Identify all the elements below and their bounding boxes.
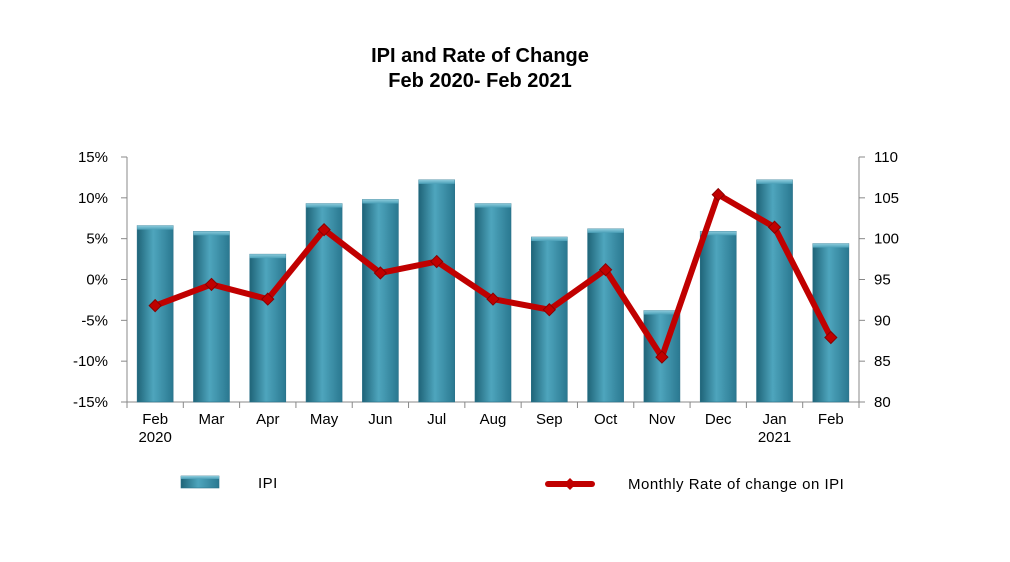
ipi-bar xyxy=(193,231,230,403)
left-axis-tick-label: -10% xyxy=(73,353,108,370)
rate-point xyxy=(429,254,444,269)
rate-point xyxy=(655,350,669,364)
legend-ipi-swatch-cap xyxy=(181,476,219,479)
x-axis-tick-label: Jan xyxy=(762,411,786,428)
right-axis-tick-label: 90 xyxy=(874,312,891,329)
left-axis-tick-label: 15% xyxy=(78,149,108,166)
x-axis-tick-label: Feb xyxy=(142,411,168,428)
ipi-bar xyxy=(531,236,568,403)
x-axis-tick-label: Sep xyxy=(536,411,563,428)
ipi-bar-cap xyxy=(756,179,793,184)
x-axis-tick-label: Dec xyxy=(705,411,732,428)
rate-point xyxy=(542,303,557,317)
right-axis-tick-label: 100 xyxy=(874,231,899,248)
right-axis-tick-label: 85 xyxy=(874,353,891,370)
ipi-bar-cap xyxy=(362,199,399,204)
left-axis-tick-label: -15% xyxy=(73,394,108,411)
rate-point xyxy=(767,220,782,234)
ipi-bar xyxy=(699,231,737,403)
legend-rate-label: Monthly Rate of change on IPI xyxy=(628,476,844,493)
rate-point xyxy=(598,262,613,277)
ipi-bar-cap xyxy=(812,243,849,248)
rate-point xyxy=(148,298,162,313)
ipi-bar-cap xyxy=(475,203,511,208)
rate-point xyxy=(486,292,500,306)
x-axis-tick-label: Feb xyxy=(818,411,844,428)
x-axis-tick-label-year: 2021 xyxy=(758,429,791,446)
ipi-bar xyxy=(362,199,399,403)
legend: IPI Monthly Rate of change on IPI xyxy=(180,475,844,493)
ipi-bar xyxy=(756,179,793,403)
right-axis-tick-label: 95 xyxy=(874,272,891,289)
x-axis-tick-label: May xyxy=(310,411,339,428)
rate-line xyxy=(148,187,838,364)
axis-labels: 15% 10% 5% 0% -5% -10% -15% 110 105 100 95 90 85 80 Fe… xyxy=(73,149,899,446)
rate-point xyxy=(711,187,725,202)
ipi-bar-cap xyxy=(306,203,343,208)
ipi-bar-cap xyxy=(193,231,230,236)
ipi-bar-cap xyxy=(249,254,286,259)
x-axis-tick-label: Jun xyxy=(368,411,392,428)
left-axis-tick-label: 0% xyxy=(86,272,108,289)
left-axis-tick-label: 5% xyxy=(86,231,108,248)
ipi-bar-cap xyxy=(700,231,737,236)
legend-rate-marker xyxy=(564,478,576,490)
ipi-bar-cap xyxy=(418,179,455,184)
x-axis-tick-label: Aug xyxy=(480,411,507,428)
ipi-bar xyxy=(587,228,624,403)
ipi-bar-cap xyxy=(587,228,624,233)
rate-point xyxy=(824,330,838,345)
left-axis-tick-label: 10% xyxy=(78,190,108,207)
x-axis-tick-label-year: 2020 xyxy=(138,429,171,446)
legend-ipi-label: IPI xyxy=(258,475,278,492)
ipi-bar xyxy=(136,225,174,403)
rate-point xyxy=(204,277,219,292)
ipi-bar xyxy=(812,243,850,403)
ipi-bar xyxy=(249,253,287,403)
x-axis-tick-label: Jul xyxy=(427,411,446,428)
right-axis-tick-label: 105 xyxy=(874,190,899,207)
ipi-bar-cap xyxy=(137,225,174,230)
right-axis-tick-label: 110 xyxy=(874,149,898,166)
chart-title-line2: Feb 2020- Feb 2021 xyxy=(388,70,572,92)
chart-title-line1: IPI and Rate of Change xyxy=(371,45,589,67)
left-axis-tick-label: -5% xyxy=(81,312,108,329)
rate-point xyxy=(317,222,331,237)
chart-title: IPI and Rate of Change Feb 2020- Feb 202… xyxy=(0,44,960,94)
rate-point xyxy=(373,266,388,280)
ipi-bar xyxy=(418,179,455,403)
x-axis-tick-label: Mar xyxy=(199,411,225,428)
x-axis-tick-label: Oct xyxy=(594,411,618,428)
ipi-bar-cap xyxy=(531,237,568,242)
ipi-bar-cap xyxy=(643,310,680,315)
x-axis-tick-label: Apr xyxy=(256,411,279,428)
right-axis-tick-label: 80 xyxy=(874,394,891,411)
x-axis-tick-label: Nov xyxy=(649,411,676,428)
rate-point xyxy=(261,292,275,306)
